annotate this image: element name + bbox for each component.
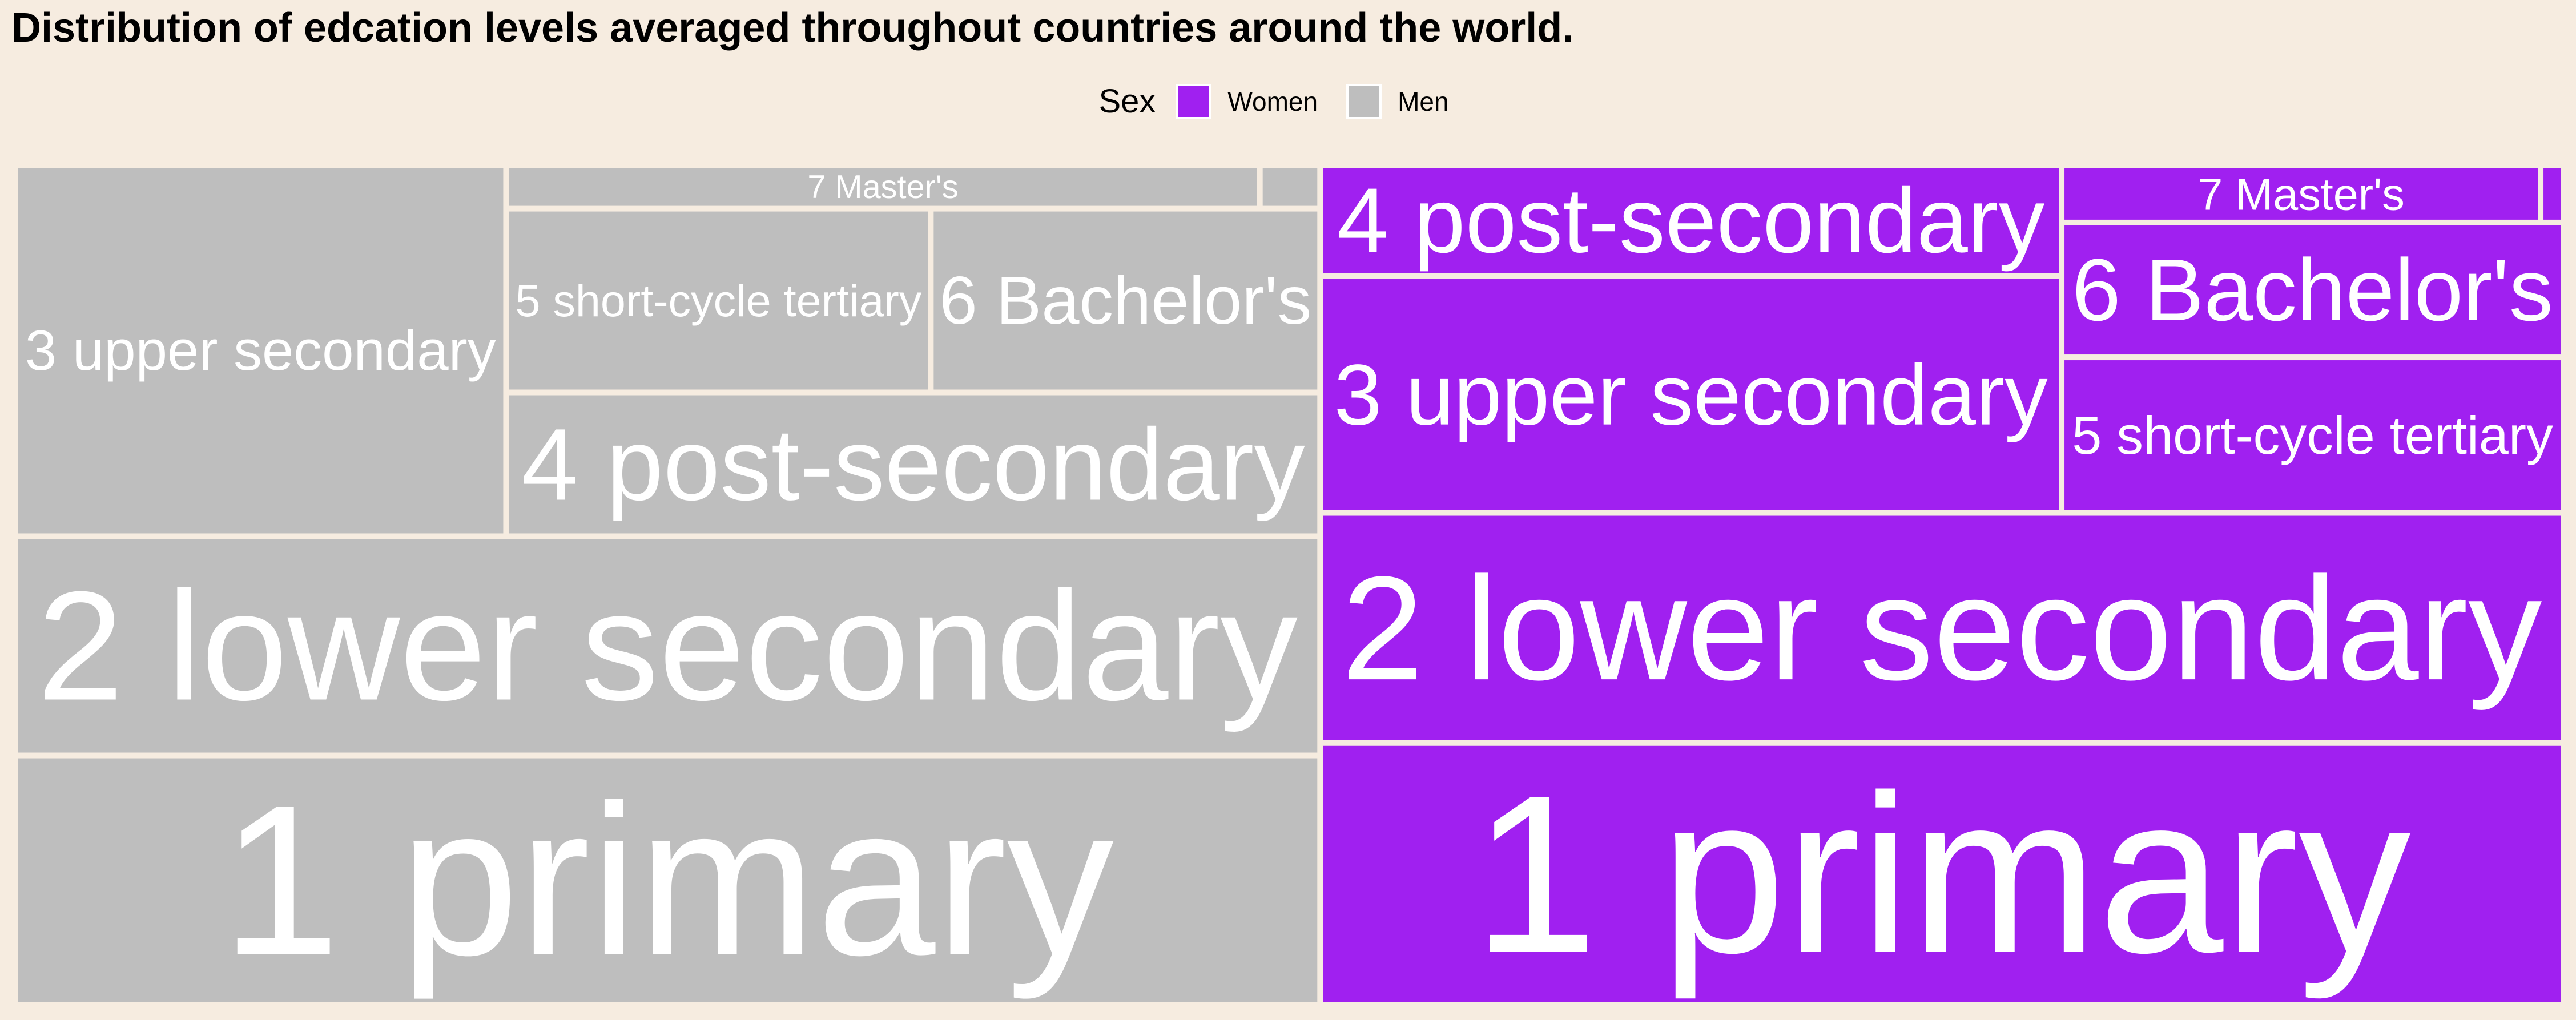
treemap-label-men-1: 2 lower secondary [37,559,1298,733]
legend-swatch-women [1176,83,1212,119]
treemap-label-women-5: 6 Bachelor's [2072,241,2553,339]
legend-title: Sex [1098,83,1156,120]
treemap-label-men-2: 3 upper secondary [25,319,496,382]
treemap-tile-men-7 [1262,168,1318,206]
legend-label-men: Men [1398,86,1449,116]
treemap-tile-men-5 [933,211,1318,390]
treemap-tile-women-7 [2543,168,2561,220]
treemap-tile-women-4 [2064,360,2561,510]
treemap-tile-women-3 [1323,168,2059,273]
treemap-label-women-6: 7 Master's [2197,168,2404,219]
treemap-label-women-4: 5 short-cycle tertiary [2072,405,2553,465]
treemap-tile-men-6 [509,168,1257,206]
treemap-label-men-0: 1 primary [221,760,1114,1001]
treemap-label-women-0: 1 primary [1472,748,2411,1001]
treemap-label-women-3: 4 post-secondary [1337,170,2045,272]
treemap-tile-women-2 [1323,279,2059,510]
legend-swatch-men [1346,83,1382,119]
legend: Sex Women Men [0,82,2576,120]
treemap-label-men-5: 6 Bachelor's [939,263,1311,338]
treemap-label-women-2: 3 upper secondary [1334,346,2048,443]
treemap-tile-women-0 [1323,745,2561,1002]
treemap-tile-women-6 [2064,168,2538,220]
treemap-label-men-4: 5 short-cycle tertiary [515,275,921,326]
treemap-tile-men-0 [18,758,1318,1002]
treemap-tile-men-1 [18,539,1318,753]
treemap-tile-men-4 [509,211,928,390]
treemap-tile-men-2 [18,168,504,534]
treemap-tile-men-3 [509,395,1318,534]
treemap-tile-women-5 [2064,225,2561,355]
treemap-tile-women-1 [1323,515,2561,740]
chart-title: Distribution of edcation levels averaged… [11,5,1574,51]
treemap-label-men-6: 7 Master's [807,169,958,205]
treemap-label-women-1: 2 lower secondary [1342,545,2542,712]
treemap-label-men-3: 4 post-secondary [521,407,1305,521]
legend-label-women: Women [1227,86,1318,116]
